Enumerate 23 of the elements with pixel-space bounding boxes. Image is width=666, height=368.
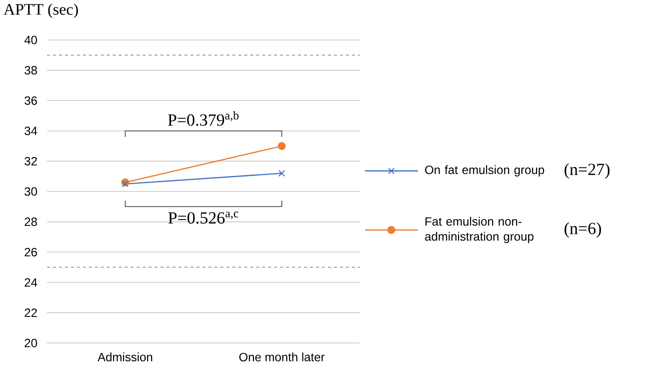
x-tick-label: One month later [239,352,325,362]
y-tick-label: 24 [24,278,38,287]
y-tick-label: 32 [24,156,37,166]
legend-label: Fat emulsion non-administration group [425,216,534,244]
point [122,180,129,188]
legend-label: On fat emulsion group [425,165,544,176]
y-tick-label: 20 [24,338,38,348]
y-tick-label: 34 [24,126,38,136]
y-tick-label: 38 [24,66,37,75]
y-tick-label: 28 [24,218,37,226]
y-axis-title: APTT (sec) [4,4,78,18]
y-tick-label: 26 [24,248,37,256]
y-tick-label: 22 [24,308,37,317]
text: (n=6) [564,222,602,238]
point [278,142,286,150]
annotation: P=0.526$^{a,c}$ [168,212,238,224]
text: (n=27) [564,163,610,179]
y-tick-label: 40 [24,36,38,44]
y-tick-label: 30 [24,187,38,196]
point [278,170,286,177]
y-tick-label: 36 [24,96,37,105]
x-tick-label: Admission [98,352,152,362]
annotation: P=0.379$^{a,b}$ [168,111,239,126]
